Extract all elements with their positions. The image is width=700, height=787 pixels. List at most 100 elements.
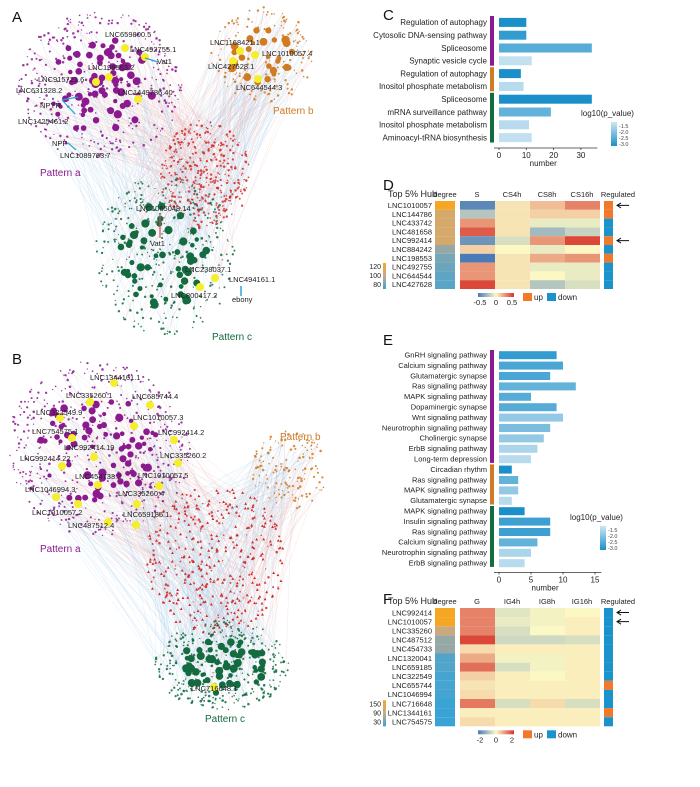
- core-node: [244, 153, 248, 157]
- network-edge: [236, 444, 318, 546]
- pattern-b-node: [255, 452, 258, 455]
- pattern-b-node: [307, 50, 310, 52]
- degree-cell: [435, 680, 455, 690]
- pattern-b-node: [237, 31, 239, 34]
- pattern-b-node: [231, 20, 233, 23]
- network-edge: [116, 18, 239, 220]
- network-edge: [159, 459, 287, 595]
- network-edge: [27, 100, 122, 248]
- pattern-c-node: [187, 686, 190, 688]
- network-edge: [210, 122, 217, 225]
- heatmap-cell: [495, 680, 530, 690]
- core-node: [239, 190, 242, 193]
- core-node: [222, 209, 225, 212]
- network-edge: [173, 473, 306, 666]
- network-edge: [151, 483, 170, 602]
- network-edge: [202, 591, 267, 699]
- pattern-c-node: [194, 247, 197, 250]
- pattern-b-node: [298, 456, 301, 460]
- pattern-a-node: [143, 499, 146, 502]
- network-edge: [78, 104, 207, 242]
- hub-node: [94, 481, 102, 489]
- pattern-a-node: [79, 392, 82, 395]
- network-edge: [36, 105, 189, 273]
- pattern-c-node: [111, 270, 114, 273]
- pattern-c-node: [175, 639, 178, 642]
- pattern-b-node: [220, 48, 222, 50]
- pattern-b-node: [316, 446, 318, 448]
- pattern-c-node: [113, 238, 116, 241]
- network-edge: [126, 159, 217, 194]
- network-edge: [138, 33, 207, 242]
- pattern-a-node: [97, 154, 100, 157]
- heatmap-cell: [530, 680, 565, 690]
- network-edge: [150, 401, 258, 585]
- pattern-a-node: [48, 520, 50, 522]
- core-node: [238, 186, 240, 188]
- core-node: [210, 159, 213, 162]
- pattern-b-node: [288, 485, 291, 488]
- network-edge: [49, 475, 273, 647]
- pattern-a-node: [156, 62, 159, 65]
- network-edge: [178, 560, 223, 700]
- regulated-cell-down: [604, 271, 613, 281]
- pattern-b-node: [296, 476, 300, 480]
- pattern-a-node: [18, 446, 20, 449]
- network-edge: [136, 412, 209, 643]
- pattern-a-node: [118, 419, 121, 423]
- core-node: [189, 168, 193, 171]
- pattern-c-node: [161, 278, 164, 281]
- network-edge: [20, 472, 174, 614]
- pattern-a-node: [116, 491, 119, 494]
- pattern-b-node: [311, 499, 314, 502]
- pattern-b-node: [280, 483, 283, 485]
- pattern-c-node: [269, 684, 271, 686]
- network-edge: [178, 84, 196, 149]
- pattern-c-node: [102, 264, 104, 267]
- core-node: [165, 168, 167, 170]
- pattern-c-node: [201, 320, 204, 323]
- network-edge: [170, 430, 277, 553]
- network-edge: [138, 78, 234, 325]
- pattern-a-node: [147, 408, 150, 411]
- pattern-c-node: [120, 268, 128, 276]
- pattern-a-node: [69, 21, 72, 24]
- pattern-c-node: [236, 643, 242, 649]
- network-edge: [136, 81, 190, 134]
- network-edge: [88, 89, 145, 243]
- network-edge: [154, 517, 194, 562]
- network-edge: [147, 467, 191, 563]
- pattern-a-node: [135, 508, 138, 511]
- heatmap-cell: [460, 201, 495, 210]
- node-label: LNC492755.1: [130, 45, 176, 54]
- heatmap-row-title: Top 5% Hub: [388, 189, 437, 199]
- core-node: [232, 541, 235, 544]
- network-edge: [234, 457, 313, 499]
- bar: [499, 94, 592, 104]
- pattern-c-node: [164, 202, 166, 204]
- pattern-c-node: [230, 667, 236, 673]
- pattern-a-node: [48, 119, 51, 123]
- pattern-b-node: [258, 474, 261, 477]
- degree-cell: [435, 635, 455, 645]
- bar-label: Ras signaling pathway: [412, 382, 487, 391]
- network-edge: [285, 446, 295, 676]
- pattern-c-node: [173, 333, 176, 335]
- node-label: LNC494161.1: [229, 275, 275, 284]
- heatmap-cell: [495, 689, 530, 699]
- pattern-c-node: [129, 259, 135, 266]
- bar-label: Cholinergic synapse: [419, 434, 487, 443]
- core-node: [215, 204, 218, 206]
- pattern-a-node: [30, 123, 32, 126]
- pattern-c-node: [175, 660, 177, 662]
- network-edge: [200, 439, 286, 565]
- network-edge: [268, 506, 300, 578]
- pattern-c-node: [220, 667, 223, 670]
- network-edge: [275, 482, 286, 529]
- pattern-a-node: [91, 63, 93, 65]
- pattern-c-node: [116, 218, 118, 220]
- pattern-a-node: [111, 529, 114, 532]
- network-edge: [112, 130, 161, 212]
- pattern-a-node: [80, 112, 86, 118]
- network-edge: [190, 73, 279, 158]
